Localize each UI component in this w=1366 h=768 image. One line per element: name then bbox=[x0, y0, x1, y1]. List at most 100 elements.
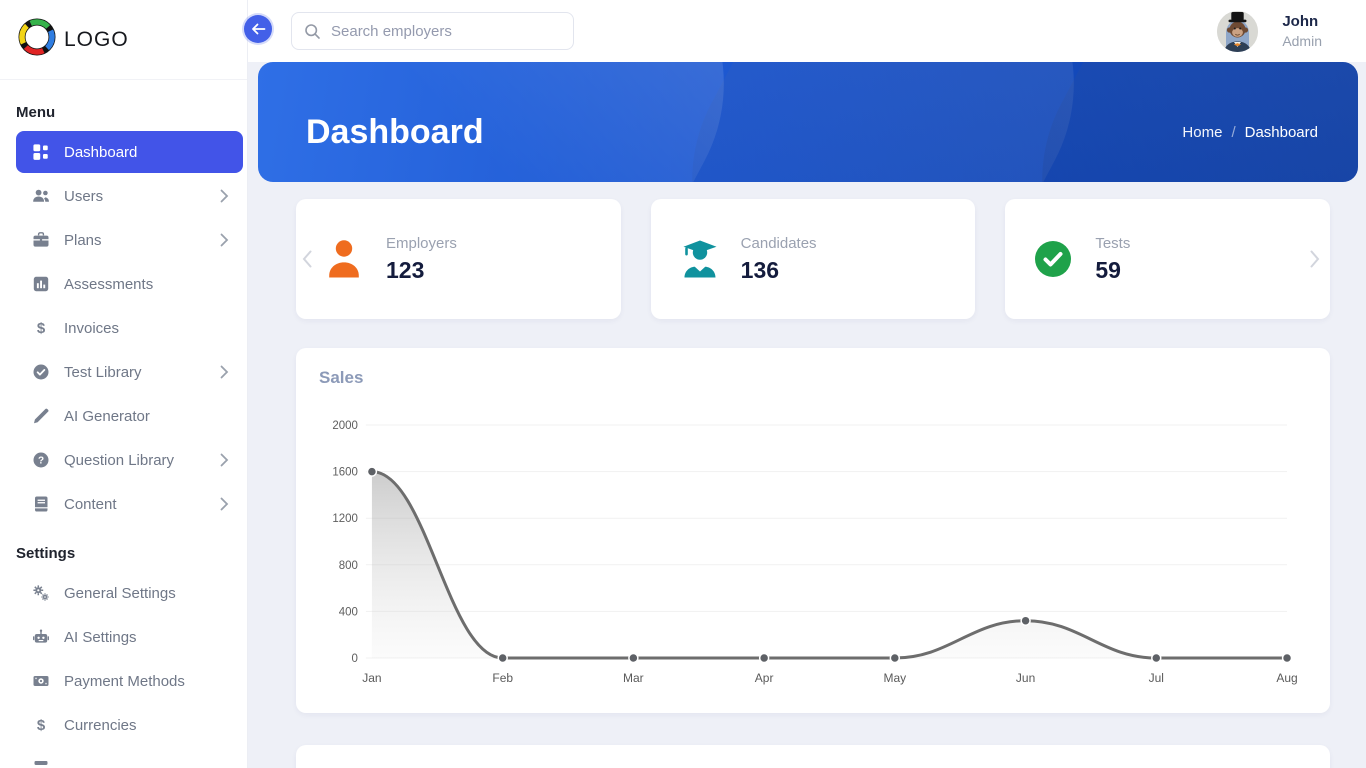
content: Employers 123 Candidates 136 bbox=[248, 182, 1366, 768]
svg-text:Jul: Jul bbox=[1149, 671, 1164, 685]
logo[interactable]: LOGO bbox=[0, 0, 247, 80]
sidebar-item-partially-visible[interactable] bbox=[16, 748, 243, 768]
sidebar-item-label: Payment Methods bbox=[64, 672, 185, 690]
sales-area-chart: 0 400 800 1200 1600 2000 Jan Feb Mar Apr May Jun Jul… bbox=[296, 402, 1330, 694]
breadcrumb-separator: / bbox=[1231, 123, 1236, 141]
svg-text:0: 0 bbox=[352, 653, 358, 665]
svg-text:Jan: Jan bbox=[362, 671, 381, 685]
breadcrumb: Home / Dashboard bbox=[1182, 124, 1318, 141]
sidebar-item-label: Currencies bbox=[64, 716, 137, 734]
page-title: Dashboard bbox=[306, 112, 484, 151]
chart-canvas: 0 400 800 1200 1600 2000 Jan Feb Mar Apr May Jun Jul… bbox=[332, 420, 1297, 685]
stat-value: 136 bbox=[740, 256, 780, 283]
chevron-right-icon bbox=[220, 365, 229, 379]
logo-swirl-icon bbox=[16, 16, 58, 63]
sidebar-item-general-settings[interactable]: General Settings bbox=[16, 572, 243, 614]
stat-card-candidates: Candidates 136 bbox=[650, 199, 976, 319]
carousel-prev-button[interactable] bbox=[302, 250, 312, 268]
topbar: John Admin bbox=[248, 0, 1366, 62]
settings-section-header: Settings bbox=[16, 545, 76, 562]
partial-icon bbox=[32, 760, 50, 768]
svg-text:1200: 1200 bbox=[332, 513, 358, 525]
svg-text:Feb: Feb bbox=[492, 671, 513, 685]
sidebar-item-label: AI Settings bbox=[64, 628, 137, 646]
stats-carousel: Employers 123 Candidates 136 bbox=[296, 199, 1331, 319]
breadcrumb-current: Dashboard bbox=[1244, 123, 1318, 141]
person-icon bbox=[324, 239, 364, 279]
sidebar-item-label: Dashboard bbox=[64, 143, 138, 161]
sidebar-item-question-library[interactable]: ? Question Library bbox=[16, 439, 243, 481]
briefcase-icon bbox=[32, 231, 50, 249]
sidebar-item-content[interactable]: Content bbox=[16, 483, 243, 525]
page-header-banner: Dashboard Home / Dashboard bbox=[258, 62, 1358, 182]
sidebar-item-users[interactable]: Users bbox=[16, 175, 243, 217]
user-role: Admin bbox=[1282, 33, 1322, 49]
logo-text: LOGO bbox=[64, 27, 129, 51]
svg-text:May: May bbox=[884, 671, 907, 685]
sidebar: LOGO Menu Dashboard bbox=[0, 0, 248, 768]
settings-menu: General Settings AI Settings bbox=[0, 572, 247, 768]
sidebar-item-plans[interactable]: Plans bbox=[16, 219, 243, 261]
sidebar-item-label: Assessments bbox=[64, 275, 154, 293]
cash-icon bbox=[32, 672, 50, 690]
chevron-right-icon bbox=[220, 497, 229, 511]
sidebar-item-ai-generator[interactable]: AI Generator bbox=[16, 395, 243, 437]
sidebar-item-test-library[interactable]: Test Library bbox=[16, 351, 243, 393]
question-circle-icon: ? bbox=[32, 451, 50, 469]
dashboard-grid-icon bbox=[32, 143, 50, 161]
bar-chart-icon bbox=[32, 275, 50, 293]
search-icon bbox=[304, 23, 321, 40]
partially-visible-card bbox=[296, 745, 1330, 768]
svg-text:2000: 2000 bbox=[332, 420, 358, 432]
sidebar-item-label: Invoices bbox=[64, 319, 120, 337]
book-icon bbox=[32, 495, 50, 513]
banner-decorative-band bbox=[984, 62, 1358, 182]
sales-chart-card: Sales 0 400 800 1200 1600 2000 Jan Feb Mar Apr May… bbox=[296, 348, 1330, 713]
svg-text:800: 800 bbox=[339, 560, 358, 572]
sidebar-collapse-button[interactable] bbox=[244, 15, 272, 43]
sidebar-item-ai-settings[interactable]: AI Settings bbox=[16, 616, 243, 658]
graduate-icon bbox=[679, 239, 719, 279]
svg-text:1600: 1600 bbox=[332, 467, 358, 479]
sidebar-item-invoices[interactable]: $ Invoices bbox=[16, 307, 243, 349]
stat-card-employers: Employers 123 bbox=[296, 199, 621, 319]
search-input[interactable] bbox=[331, 22, 561, 40]
stat-card-tests: Tests 59 bbox=[1005, 199, 1331, 319]
carousel-next-button[interactable] bbox=[1310, 250, 1320, 268]
stat-value: 59 bbox=[1095, 256, 1121, 283]
menu-section-header: Menu bbox=[16, 104, 56, 121]
sidebar-item-assessments[interactable]: Assessments bbox=[16, 263, 243, 305]
svg-text:$: $ bbox=[37, 320, 46, 337]
sidebar-item-payment-methods[interactable]: Payment Methods bbox=[16, 660, 243, 702]
sidebar-item-dashboard[interactable]: Dashboard bbox=[16, 131, 243, 173]
users-icon bbox=[32, 187, 50, 205]
svg-text:Apr: Apr bbox=[755, 671, 774, 685]
stat-label: Candidates bbox=[740, 234, 817, 252]
robot-icon bbox=[32, 628, 50, 646]
svg-text:?: ? bbox=[38, 456, 44, 467]
chart-title: Sales bbox=[319, 368, 364, 387]
sidebar-item-label: General Settings bbox=[64, 584, 176, 602]
sidebar-item-label: Question Library bbox=[64, 451, 175, 469]
svg-text:Aug: Aug bbox=[1276, 671, 1297, 685]
pencil-icon bbox=[32, 407, 50, 425]
chevron-right-icon bbox=[220, 189, 229, 203]
gears-icon bbox=[32, 584, 50, 602]
check-badge-icon bbox=[1033, 240, 1073, 278]
stat-label: Tests bbox=[1095, 234, 1131, 252]
main-area: John Admin Dashboard Home / Dashboard bbox=[244, 0, 1366, 768]
sidebar-item-label: AI Generator bbox=[64, 407, 150, 425]
sidebar-item-label: Test Library bbox=[64, 363, 142, 381]
sidebar-item-label: Content bbox=[64, 495, 117, 513]
dollar-icon: $ bbox=[32, 319, 50, 337]
chevron-right-icon bbox=[220, 453, 229, 467]
user-menu[interactable]: John Admin bbox=[1217, 0, 1322, 62]
sidebar-item-currencies[interactable]: $ Currencies bbox=[16, 704, 243, 746]
breadcrumb-home-link[interactable]: Home bbox=[1182, 123, 1223, 141]
svg-text:Jun: Jun bbox=[1016, 671, 1035, 685]
search-box bbox=[291, 12, 574, 50]
dollar-icon: $ bbox=[32, 716, 50, 734]
stat-label: Employers bbox=[386, 234, 457, 252]
main-menu: Dashboard Users bbox=[0, 131, 247, 525]
avatar bbox=[1217, 10, 1259, 52]
